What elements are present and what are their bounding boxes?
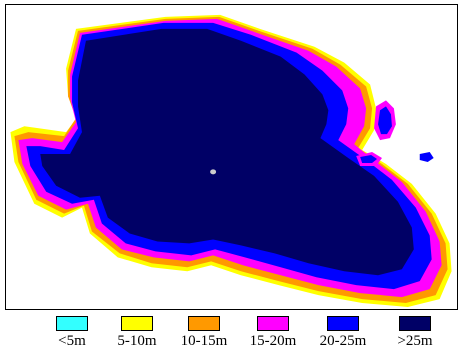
depth-zone-over-25m — [40, 28, 414, 276]
legend-swatch — [257, 316, 289, 331]
legend-swatch — [188, 316, 220, 331]
legend-label: <5m — [58, 333, 86, 349]
legend-item: 5-10m — [102, 316, 172, 350]
legend-item: >25m — [380, 316, 450, 350]
island-east-upper-deep — [378, 106, 392, 135]
legend-swatch — [121, 316, 153, 331]
legend-label: >25m — [397, 333, 433, 349]
legend-item: <5m — [37, 316, 107, 350]
legend-label: 20-25m — [319, 333, 367, 349]
legend-label: 15-20m — [249, 333, 297, 349]
legend-label: 10-15m — [180, 333, 228, 349]
depth-legend: <5m 5-10m 10-15m 15-20m 20-25m >25m — [0, 316, 463, 360]
legend-item: 20-25m — [308, 316, 378, 350]
legend-swatch — [327, 316, 359, 331]
legend-swatch — [56, 316, 88, 331]
map-frame — [5, 4, 458, 310]
central-islet — [210, 169, 217, 175]
legend-label: 5-10m — [117, 333, 157, 349]
legend-swatch — [399, 316, 431, 331]
legend-item: 15-20m — [238, 316, 308, 350]
island-small — [419, 152, 434, 162]
depth-map — [10, 14, 452, 308]
island-east-lower-deep — [360, 155, 378, 163]
legend-item: 10-15m — [169, 316, 239, 350]
